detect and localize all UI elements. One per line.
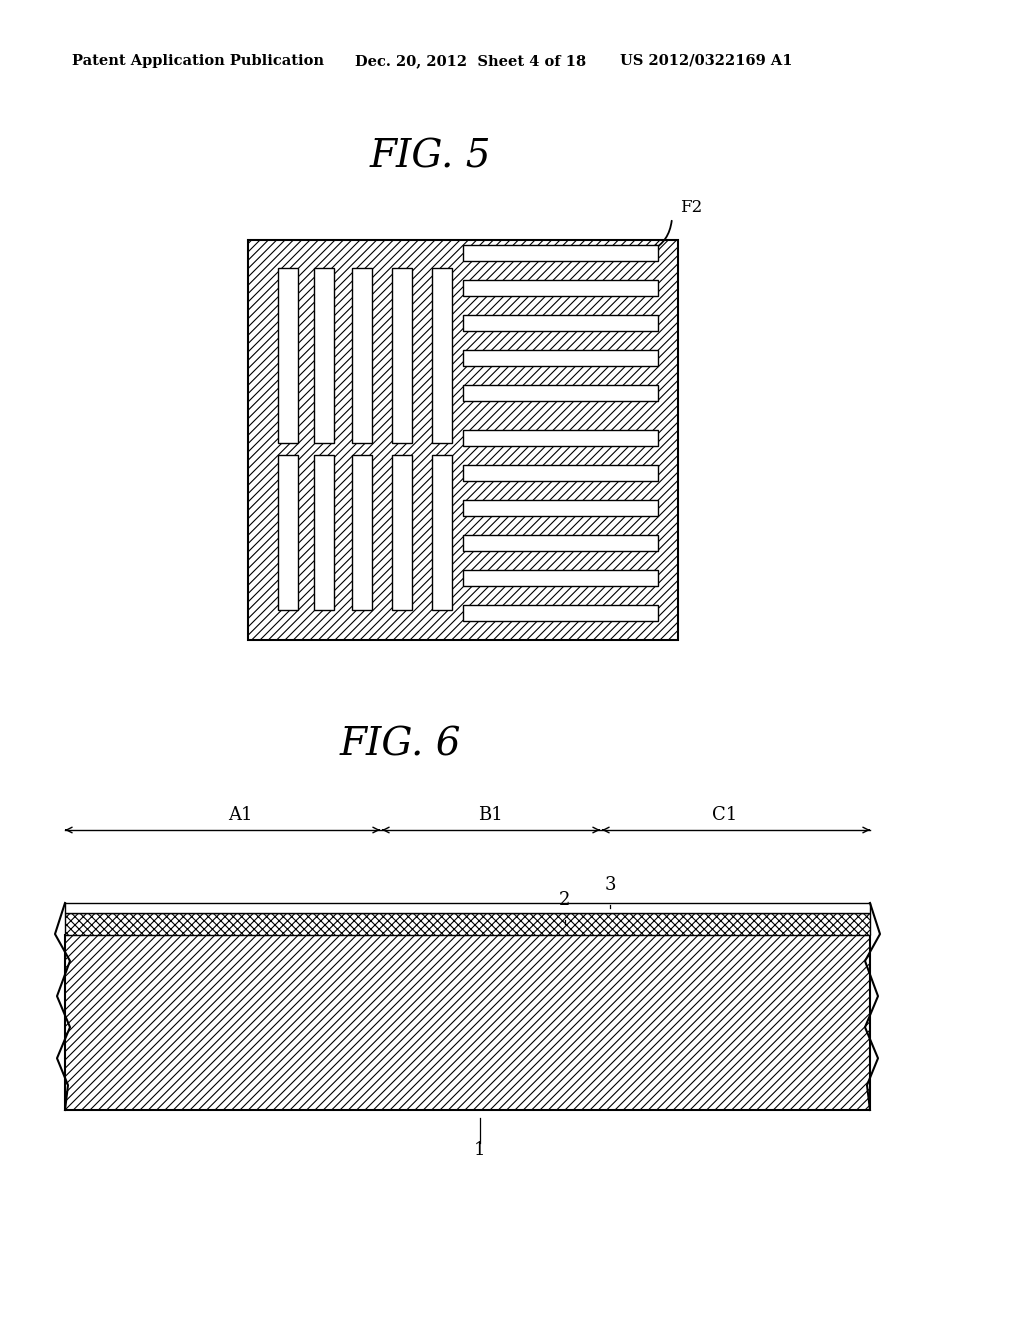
Bar — [248, 240, 678, 640]
Text: F2: F2 — [680, 199, 702, 216]
Text: C1: C1 — [713, 807, 737, 824]
Bar — [463, 246, 658, 261]
Bar — [432, 455, 452, 610]
Text: A1: A1 — [227, 807, 252, 824]
Text: Patent Application Publication: Patent Application Publication — [72, 54, 324, 69]
Bar — [463, 280, 658, 296]
Bar — [463, 605, 658, 620]
Bar — [65, 935, 870, 1110]
Bar — [65, 913, 870, 935]
Bar — [432, 268, 452, 444]
Bar — [463, 430, 658, 446]
Text: Dec. 20, 2012  Sheet 4 of 18: Dec. 20, 2012 Sheet 4 of 18 — [355, 54, 586, 69]
Bar — [278, 455, 298, 610]
Bar — [463, 535, 658, 550]
Text: FIG. 5: FIG. 5 — [370, 139, 490, 176]
Bar — [392, 455, 412, 610]
Bar — [463, 385, 658, 401]
Bar — [463, 465, 658, 480]
Text: 1: 1 — [474, 1140, 485, 1159]
Bar — [314, 455, 334, 610]
Text: 2: 2 — [559, 891, 570, 909]
Bar — [463, 570, 658, 586]
Bar — [352, 268, 372, 444]
Bar — [392, 268, 412, 444]
Bar — [314, 268, 334, 444]
Text: 3: 3 — [604, 876, 615, 894]
Text: B1: B1 — [477, 807, 503, 824]
Bar — [463, 350, 658, 366]
Text: US 2012/0322169 A1: US 2012/0322169 A1 — [620, 54, 793, 69]
Bar — [463, 315, 658, 331]
Text: FIG. 6: FIG. 6 — [339, 726, 461, 763]
Bar — [278, 268, 298, 444]
Bar — [463, 500, 658, 516]
Bar — [65, 903, 870, 913]
Bar — [352, 455, 372, 610]
